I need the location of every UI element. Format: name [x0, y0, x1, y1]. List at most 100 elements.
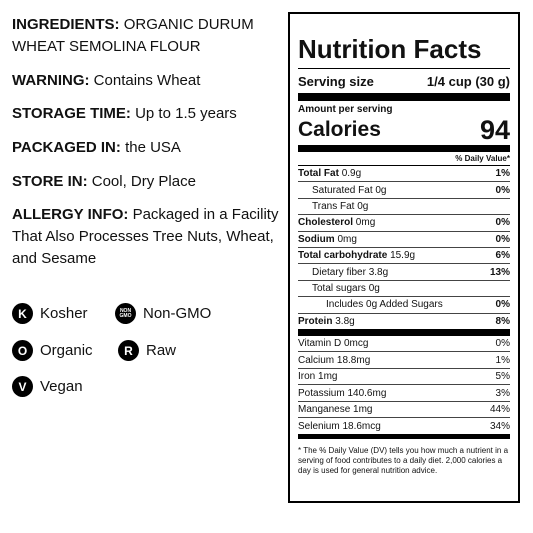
nutrient-name: Includes 0g Added Sugars	[326, 299, 443, 311]
micro-name: Vitamin D 0mcg	[298, 338, 369, 350]
badge: V Vegan	[12, 376, 83, 397]
nutrient-name-wrap: Includes 0g Added Sugars	[298, 299, 443, 310]
info-label: WARNING:	[12, 72, 90, 89]
micro-name: Selenium 18.6mcg	[298, 420, 381, 432]
nutrient-name: Dietary fiber	[312, 266, 366, 278]
info-value: Contains Wheat	[93, 72, 201, 89]
nutrient-dv: 0%	[495, 299, 510, 311]
info-value: Up to 1.5 years	[135, 105, 237, 122]
serving-row: Serving size 1/4 cup (30 g)	[298, 69, 510, 101]
nutrient-row: Trans Fat 0g	[298, 199, 510, 216]
info-item: STORAGE TIME: Up to 1.5 years	[12, 103, 287, 125]
nutrient-amount: 3.8g	[368, 266, 389, 278]
badge: R Raw	[118, 340, 176, 361]
calories-label: Calories	[298, 118, 381, 141]
micro-dv: 1%	[495, 354, 510, 366]
nutrient-row: Total sugars 0g	[298, 281, 510, 298]
micro-row: Potassium 140.6mg 3%	[298, 385, 510, 402]
nutrient-name-wrap: Sodium 0mg	[298, 234, 357, 245]
info-label: STORE IN:	[12, 173, 88, 190]
nutrient-name-wrap: Total carbohydrate 15.9g	[298, 250, 415, 261]
micros: Vitamin D 0mcg 0% Calcium 18.8mg 1% Iron 1mg…	[298, 336, 510, 439]
nutrient-amount: 0g	[357, 200, 369, 212]
nutrient-amount: 15.9g	[390, 250, 416, 262]
nutrient-name-wrap: Cholesterol 0mg	[298, 217, 375, 228]
nutrient-amount: 0.9g	[341, 168, 362, 180]
nutrient-dv: 1%	[495, 168, 510, 180]
info-item: STORE IN: Cool, Dry Place	[12, 171, 287, 193]
info-item: INGREDIENTS: ORGANIC DURUM WHEAT SEMOLIN…	[12, 14, 287, 58]
nutrient-name-wrap: Saturated Fat 0g	[298, 185, 387, 196]
nutrient-name-wrap: Total Fat 0.9g	[298, 168, 361, 179]
nutrient-amount: 0mg	[355, 217, 376, 229]
nutrient-name: Total sugars	[312, 282, 366, 294]
nutrient-row: Includes 0g Added Sugars 0%	[298, 297, 510, 314]
nutrient-dv: 0%	[495, 233, 510, 245]
micro-row: Calcium 18.8mg 1%	[298, 352, 510, 369]
micro-row: Vitamin D 0mcg 0%	[298, 336, 510, 353]
info-value: Packaged in a Facility That Also Process…	[12, 206, 279, 267]
nutrient-row: Protein 3.8g 8%	[298, 314, 510, 329]
info-item: PACKAGED IN: the USA	[12, 137, 287, 159]
micro-dv: 44%	[489, 404, 510, 416]
micro-dv: 34%	[489, 420, 510, 432]
badge-label: Raw	[146, 342, 177, 359]
micro-dv: 3%	[495, 387, 510, 399]
badge-label: Kosher	[40, 305, 88, 322]
nutrient-name: Total carbohydrate	[298, 250, 388, 262]
badge-icon: NON GMO	[115, 303, 136, 324]
nutrient-name-wrap: Protein 3.8g	[298, 316, 355, 327]
nutrient-name: Protein	[298, 315, 333, 327]
badge-icon: R	[118, 340, 139, 361]
amount-per-serving: Amount per serving	[298, 104, 393, 115]
badge-label: Vegan	[40, 378, 83, 395]
badge-label: Organic	[40, 342, 93, 359]
micro-dv: 5%	[495, 371, 510, 383]
micro-name: Iron 1mg	[298, 371, 338, 383]
info-label: INGREDIENTS:	[12, 16, 120, 33]
calories-row: Calories 94	[298, 115, 510, 152]
nutrient-name: Sodium	[298, 233, 335, 245]
calories-value: 94	[479, 114, 510, 145]
badge: NON GMO Non-GMO	[115, 303, 211, 324]
serving-label: Serving size	[298, 73, 374, 89]
nutrient-dv: 6%	[495, 250, 510, 262]
nutrient-dv: 8%	[495, 315, 510, 327]
micro-row: Manganese 1mg 44%	[298, 402, 510, 419]
badge-icon: O	[12, 340, 33, 361]
info-value: the USA	[125, 139, 181, 156]
nutrition-title: Nutrition Facts	[298, 34, 510, 69]
dv-header-row: % Daily Value*	[298, 152, 510, 166]
nutrient-amount: 0g	[375, 184, 387, 196]
nutrition-panel: Nutrition Facts Serving size 1/4 cup (30…	[288, 12, 520, 503]
nutrient-name-wrap: Total sugars 0g	[298, 283, 380, 294]
badge-label: Non-GMO	[143, 305, 212, 322]
nutrients: Total Fat 0.9g 1% Saturated Fat 0g 0% Trans …	[298, 166, 510, 336]
badge: O Organic	[12, 340, 93, 361]
info-label: ALLERGY INFO:	[12, 206, 129, 223]
info-item: ALLERGY INFO: Packaged in a Facility Tha…	[12, 204, 287, 270]
info-item: WARNING: Contains Wheat	[12, 70, 287, 92]
micro-name: Manganese 1mg	[298, 404, 373, 416]
nutrient-row: Cholesterol 0mg 0%	[298, 215, 510, 232]
micro-name: Potassium 140.6mg	[298, 387, 387, 399]
badge-icon: K	[12, 303, 33, 324]
nutrient-name-wrap: Dietary fiber 3.8g	[298, 267, 388, 278]
dv-header: % Daily Value*	[455, 154, 510, 163]
micro-row: Selenium 18.6mcg 34%	[298, 418, 510, 434]
serving-size: 1/4 cup (30 g)	[426, 73, 510, 89]
info-value: ORGANIC DURUM WHEAT SEMOLINA FLOUR	[12, 16, 254, 55]
nutrient-row: Dietary fiber 3.8g 13%	[298, 264, 510, 281]
nutrient-name: Cholesterol	[298, 217, 354, 229]
nutrient-amount: 0g	[368, 282, 380, 294]
nutrient-dv: 0%	[495, 184, 510, 196]
footnote: * The % Daily Value (DV) tells you how m…	[298, 445, 509, 475]
badge: K Kosher	[12, 303, 88, 324]
nutrient-amount: 3.8g	[335, 315, 355, 327]
nutrient-amount: 0mg	[337, 233, 357, 245]
nutrient-row: Saturated Fat 0g 0%	[298, 182, 510, 199]
nutrient-row: Total Fat 0.9g 1%	[298, 166, 510, 183]
micro-dv: 0%	[495, 338, 510, 350]
nutrient-row: Total carbohydrate 15.9g 6%	[298, 248, 510, 265]
